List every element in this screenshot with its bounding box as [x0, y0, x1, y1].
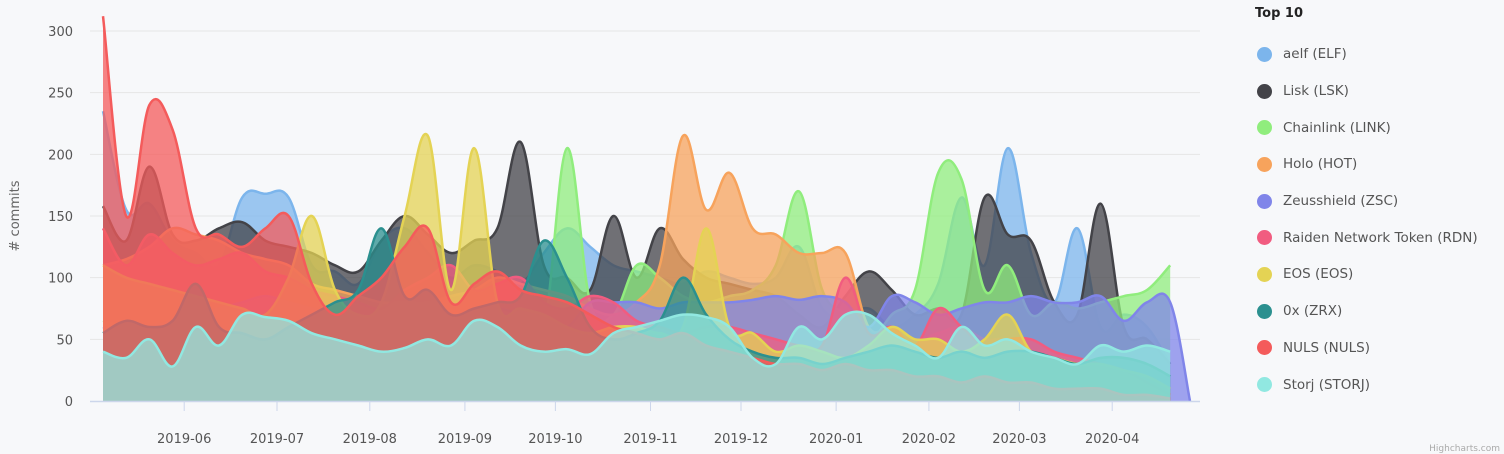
legend-label: Raiden Network Token (RDN): [1283, 229, 1478, 246]
x-tick-label: 2019-08: [343, 432, 397, 447]
legend-item[interactable]: Chainlink (LINK): [1255, 109, 1504, 146]
y-tick-label: 100: [48, 272, 73, 287]
x-tick-label: 2019-09: [438, 432, 492, 447]
y-tick-label: 200: [48, 148, 73, 163]
legend-color-dot-icon: [1257, 340, 1272, 356]
x-tick-label: 2020-03: [992, 432, 1046, 447]
legend-label: Chainlink (LINK): [1283, 119, 1391, 136]
y-tick-label: 150: [48, 210, 73, 225]
x-tick-label: 2020-01: [809, 432, 863, 447]
y-axis-title: # commits: [8, 180, 23, 251]
legend-color-dot-icon: [1257, 120, 1272, 136]
legend-color-dot-icon: [1257, 46, 1272, 62]
series-areas[interactable]: [101, 16, 1192, 402]
legend-item[interactable]: Raiden Network Token (RDN): [1255, 219, 1504, 256]
legend-item[interactable]: aelf (ELF): [1255, 36, 1504, 73]
legend-color-dot-icon: [1257, 156, 1272, 172]
legend-item[interactable]: Zeusshield (ZSC): [1255, 183, 1504, 220]
x-tick-label: 2020-02: [902, 432, 956, 447]
legend-color-dot-icon: [1257, 83, 1272, 99]
legend-color-dot-icon: [1257, 377, 1272, 393]
axes: 0 50 100 150 200 250 300 2019-06 2019-07 2019-08 2…: [48, 25, 1200, 447]
series-storj-storj[interactable]: [102, 310, 1171, 401]
series-line[interactable]: [102, 310, 1171, 368]
legend-label: Lisk (LSK): [1283, 83, 1349, 100]
legend-label: Holo (HOT): [1283, 156, 1358, 173]
y-tick-label: 0: [65, 395, 73, 410]
x-tick-label: 2019-12: [714, 432, 768, 447]
y-tick-label: 50: [56, 333, 73, 348]
legend-item[interactable]: Storj (STORJ): [1255, 366, 1504, 403]
legend-item[interactable]: Holo (HOT): [1255, 146, 1504, 183]
series-area[interactable]: [103, 16, 1171, 401]
legend-label: Storj (STORJ): [1283, 376, 1371, 393]
legend-item[interactable]: Lisk (LSK): [1255, 73, 1504, 110]
legend-color-dot-icon: [1257, 266, 1272, 282]
legend-label: Zeusshield (ZSC): [1283, 193, 1399, 210]
legend: Top 10 aelf (ELF) Lisk (LSK) Chainlink (LI…: [1255, 6, 1504, 403]
legend-title: Top 10: [1255, 6, 1303, 21]
legend-item[interactable]: NULS (NULS): [1255, 330, 1504, 367]
x-tick-label: 2019-10: [528, 432, 582, 447]
series-area[interactable]: [103, 311, 1171, 401]
y-tick-label: 250: [48, 87, 73, 102]
legend-color-dot-icon: [1257, 303, 1272, 319]
legend-label: 0x (ZRX): [1283, 303, 1343, 320]
y-tick-label: 300: [48, 25, 73, 40]
legend-label: NULS (NULS): [1283, 339, 1370, 356]
highcharts-credit[interactable]: Highcharts.com: [1429, 444, 1500, 454]
legend-color-dot-icon: [1257, 230, 1272, 246]
legend-label: EOS (EOS): [1283, 266, 1354, 283]
x-tick-label: 2020-04: [1085, 432, 1139, 447]
chart-plot-area: 0 50 100 150 200 250 300 2019-06 2019-07 2019-08 2…: [8, 16, 1200, 447]
x-tick-label: 2019-07: [250, 432, 304, 447]
legend-item[interactable]: EOS (EOS): [1255, 256, 1504, 293]
x-tick-label: 2019-06: [157, 432, 211, 447]
legend-label: aelf (ELF): [1283, 46, 1347, 63]
legend-item[interactable]: 0x (ZRX): [1255, 293, 1504, 330]
legend-color-dot-icon: [1257, 193, 1272, 209]
x-tick-label: 2019-11: [623, 432, 677, 447]
